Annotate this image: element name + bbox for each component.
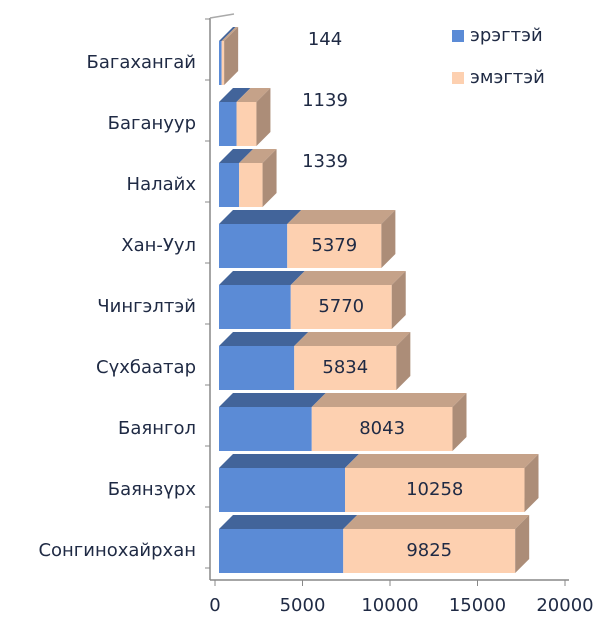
bar-side xyxy=(524,454,539,512)
x-tick-label: 20000 xyxy=(536,595,593,616)
y-tick-label: Баянзүрх xyxy=(108,479,197,500)
data-label: 1339 xyxy=(302,151,348,172)
x-tick-label: 10000 xyxy=(361,595,418,616)
data-label: 5834 xyxy=(322,357,368,378)
bar xyxy=(219,468,345,512)
y-tick-label: Сүхбаатар xyxy=(96,357,196,378)
y-tick-label: Баянгол xyxy=(118,418,196,439)
y-tick-label: Сонгинохайрхан xyxy=(38,540,196,561)
bar-top xyxy=(219,210,302,224)
y-axis-depth xyxy=(209,13,235,19)
legend-swatch xyxy=(452,30,464,42)
bar xyxy=(294,346,397,390)
y-tick-label: Багахангай xyxy=(86,52,196,73)
data-label: 5770 xyxy=(318,296,364,317)
x-tick-label: 0 xyxy=(209,595,220,616)
bar xyxy=(219,224,288,268)
y-tick-label: Хан-Уул xyxy=(121,235,196,256)
bar-top xyxy=(239,149,277,163)
bar-top xyxy=(236,88,271,102)
x-tick-label: 5000 xyxy=(280,595,326,616)
bar-top xyxy=(219,332,309,346)
bar-side xyxy=(224,27,239,85)
bar-top xyxy=(219,88,251,102)
y-tick-label: Багануур xyxy=(108,113,196,134)
bar xyxy=(219,41,222,85)
bar xyxy=(219,285,291,329)
bar-top xyxy=(219,27,236,41)
bar-top xyxy=(219,454,359,468)
bar-top xyxy=(345,454,539,468)
bar xyxy=(221,41,225,85)
bar-top xyxy=(221,27,239,41)
bar-side xyxy=(396,332,411,390)
data-label: 5379 xyxy=(311,235,357,256)
bar-side xyxy=(256,88,271,146)
bar-top xyxy=(311,393,467,407)
bar-side xyxy=(391,271,406,329)
bar-top xyxy=(219,515,358,529)
bar xyxy=(219,102,237,146)
bar-side xyxy=(452,393,467,451)
data-label: 144 xyxy=(308,29,342,50)
y-tick-label: Чингэлтэй xyxy=(97,296,196,317)
bar-top xyxy=(343,515,530,529)
data-label: 10258 xyxy=(406,479,463,500)
bar xyxy=(239,163,263,207)
bar xyxy=(290,285,392,329)
bar xyxy=(219,407,312,451)
legend-label: эмэгтэй xyxy=(470,67,545,88)
bar-side xyxy=(381,210,396,268)
bar xyxy=(219,163,240,207)
x-tick-label: 15000 xyxy=(449,595,506,616)
data-label: 9825 xyxy=(406,540,452,561)
bar xyxy=(219,529,344,573)
bar-side xyxy=(262,149,277,207)
legend-swatch xyxy=(452,72,464,84)
bar-top xyxy=(290,271,406,285)
data-label: 1139 xyxy=(302,90,348,111)
bar xyxy=(345,468,525,512)
bar-top xyxy=(294,332,411,346)
legend-label: эрэгтэй xyxy=(470,25,543,46)
bar xyxy=(219,346,295,390)
bar xyxy=(311,407,453,451)
bar-top xyxy=(219,271,305,285)
bar-top xyxy=(287,210,396,224)
bar-top xyxy=(219,149,254,163)
data-label: 8043 xyxy=(359,418,405,439)
bar xyxy=(287,224,382,268)
bar-top xyxy=(219,393,326,407)
y-tick-label: Налайх xyxy=(127,174,197,195)
bar xyxy=(236,102,257,146)
bar xyxy=(343,529,516,573)
bar-side xyxy=(515,515,530,573)
